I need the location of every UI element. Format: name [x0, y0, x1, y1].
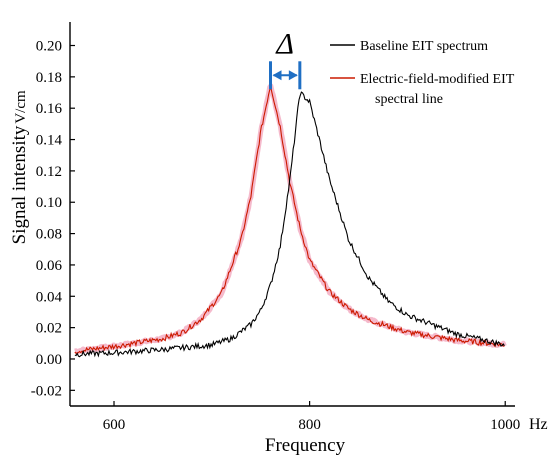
y-tick-label: 0.04: [36, 289, 63, 305]
y-axis-title: Signal intensity: [9, 125, 30, 244]
y-tick-label: 0.06: [36, 258, 63, 274]
y-tick-label: 0.12: [36, 164, 62, 180]
y-tick-label: 0.16: [36, 101, 63, 117]
x-axis-title: Frequency: [265, 435, 346, 456]
x-tick-label: 800: [298, 417, 321, 433]
y-tick-label: 0.00: [36, 352, 62, 368]
x-axis-unit: Hz: [529, 416, 548, 433]
x-tick-label: 1000: [490, 417, 520, 433]
y-tick-label: 0.08: [36, 227, 62, 243]
series-baseline-line: [74, 91, 505, 358]
series-modified-halo: [73, 83, 507, 355]
delta-annotation: Δ: [268, 27, 302, 90]
y-axis-unit: V/cm: [13, 90, 29, 124]
delta-arrow-head-left: [272, 70, 282, 81]
y-tick-label: -0.02: [31, 383, 62, 399]
legend-label-modified-line1: Electric-field-modified EIT: [360, 72, 515, 87]
series-modified-line: [74, 86, 505, 354]
series-layer: [74, 86, 505, 358]
halo-layer: [73, 83, 507, 355]
y-tick-label: 0.02: [36, 321, 62, 337]
legend-label-baseline: Baseline EIT spectrum: [360, 39, 488, 54]
legend-label-modified-line2: spectral line: [375, 92, 443, 107]
ticks: -0.02 0.00 0.02 0.04 0.06 0.08 0.10 0.12 0.14 0.1…: [31, 39, 520, 433]
legend: Baseline EIT spectrum Electric-field-mod…: [330, 39, 515, 107]
y-tick-label: 0.10: [36, 195, 62, 211]
axes: [69, 22, 515, 407]
delta-arrow-head-right: [288, 70, 298, 81]
y-tick-label: 0.18: [36, 70, 62, 86]
delta-label: Δ: [275, 27, 294, 60]
y-tick-label: 0.14: [36, 133, 63, 149]
y-tick-label: 0.20: [36, 39, 62, 55]
x-tick-label: 600: [103, 417, 126, 433]
